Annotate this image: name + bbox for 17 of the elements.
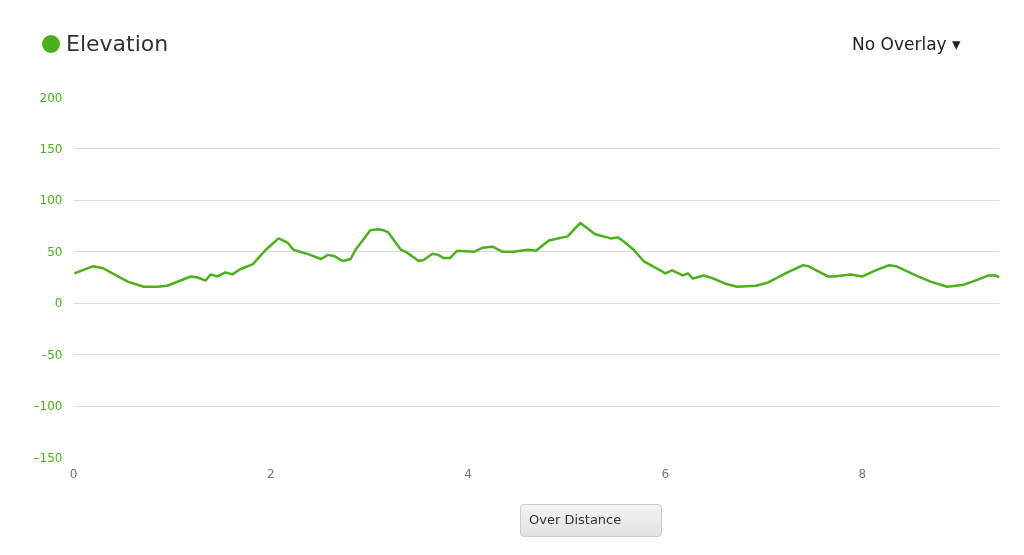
text: Over Distance [520,504,662,537]
x-tick-label: 8 [858,466,867,481]
text: No Overlay ▾ [852,33,961,56]
y-tick-label: 50 [47,244,63,259]
y-tick-label: 100 [39,193,63,208]
x-tick-label: 2 [266,466,275,481]
x-tick-label: 6 [661,466,670,481]
y-tick-label: 200 [39,90,63,105]
line-series [73,221,1000,289]
y-tick-label: 0 [54,296,63,311]
chart-title: Elevation [65,30,169,58]
x-tick-label: 4 [464,466,472,481]
y-tick-label: 150 [39,141,63,156]
y-tick-label: –100 [33,399,63,414]
y-tick-label: –150 [33,450,63,465]
x-tick-label: 0 [69,466,78,481]
y-tick-label: –50 [41,347,63,362]
